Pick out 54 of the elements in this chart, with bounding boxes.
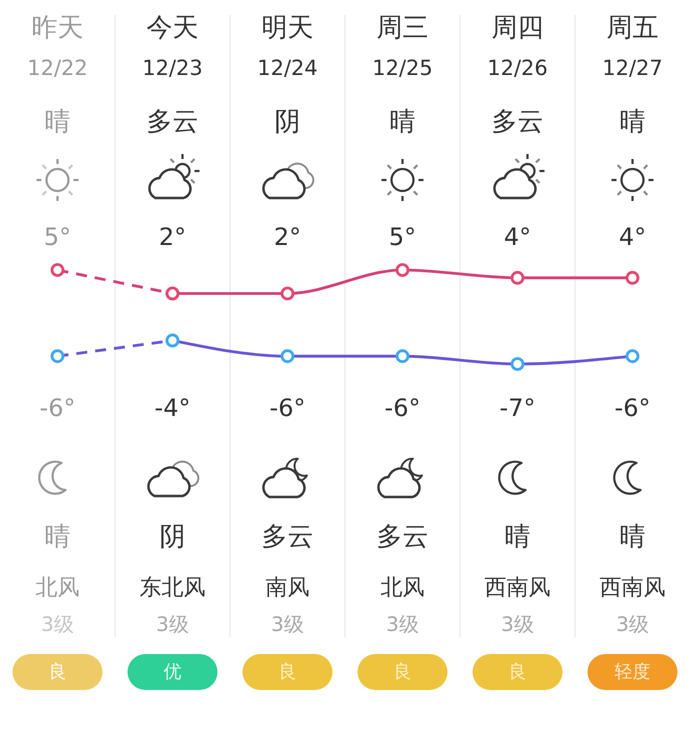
x-tick-label: 昨天 [32,13,84,43]
text: 3级 [41,612,74,636]
text: 北风 [36,576,80,600]
text: 12/25 [372,56,433,80]
text: 阴 [160,522,186,552]
text: 南风 [266,576,310,600]
data-label: 4° [618,223,646,251]
data-label: 2° [274,223,302,251]
text: 多云 [146,107,198,137]
data-label: 4° [504,223,532,251]
x-tick-label: 周三 [376,13,428,43]
x-tick-label: 周四 [492,13,544,43]
text: 3级 [501,612,534,636]
data-label: 2° [158,223,186,251]
text: 多云 [262,522,314,552]
text: 12/27 [602,56,663,80]
text: 多云 [376,522,428,552]
text: 3级 [156,612,189,636]
text: 3级 [271,612,304,636]
text: 晴 [44,522,70,552]
text: 晴 [620,107,646,137]
text: 晴 [504,522,530,552]
text: 晴 [620,522,646,552]
text: 良 [394,662,412,682]
text: 12/24 [257,56,318,80]
text: 轻度 [614,662,650,682]
data-label: -6° [270,394,306,422]
text: 东北风 [140,576,206,600]
data-label: 5° [388,223,416,251]
text: 阴 [274,107,300,137]
text: 3级 [386,612,419,636]
data-label: -6° [614,394,650,422]
text: 良 [48,662,66,682]
text: 优 [164,662,182,682]
data-label: -6° [40,394,76,422]
x-tick-label: 明天 [262,13,314,43]
text: 西南风 [484,576,550,600]
data-label: 5° [44,223,72,251]
text: 12/23 [142,56,203,80]
text: 晴 [390,107,416,137]
text: 北风 [380,576,424,600]
x-tick-label: 周五 [606,13,658,43]
text: 良 [278,662,296,682]
text: 良 [508,662,526,682]
text: 多云 [492,107,544,137]
x-tick-label: 今天 [146,13,198,43]
text: 西南风 [600,576,666,600]
text: 12/22 [27,56,88,80]
data-label: -6° [384,394,420,422]
text: 3级 [616,612,649,636]
data-label: -4° [154,394,190,422]
text: 晴 [44,107,70,137]
text: 12/26 [487,56,548,80]
data-label: -7° [500,394,536,422]
